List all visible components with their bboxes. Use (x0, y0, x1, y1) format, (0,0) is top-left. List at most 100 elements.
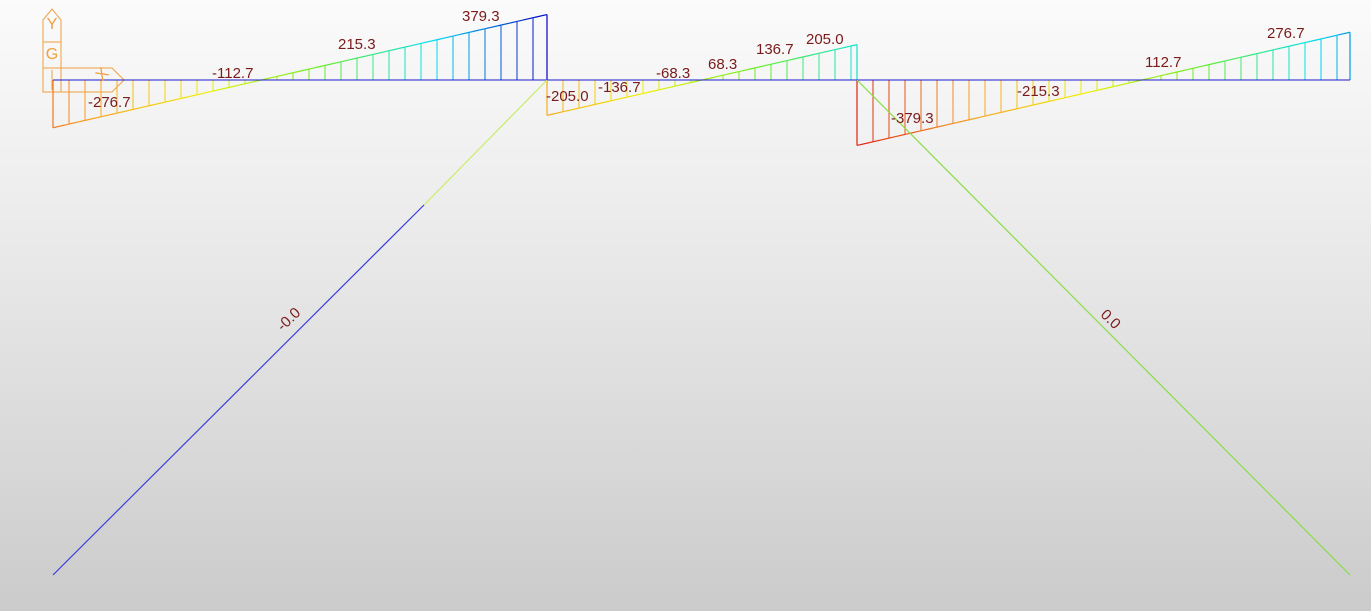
diagram-outline-segment (324, 62, 338, 67)
diagram-outline-segment (1103, 85, 1116, 90)
diagram-outline-segment (570, 107, 579, 111)
diagram-outline-segment (893, 133, 907, 138)
diagram-outline-segment (1115, 82, 1129, 87)
diagram-outline-segment (509, 19, 523, 24)
structure-members (52, 79, 1351, 576)
diagram-outline (52, 13, 1351, 147)
axis-y-arrow (42, 8, 62, 93)
diagram-outline-segment (485, 25, 498, 30)
diagram-outline-segment (52, 124, 66, 129)
diagram-outline-segment (1017, 105, 1030, 110)
diagram-outline-segment (663, 86, 672, 90)
diagram-outline-segment (810, 52, 819, 56)
diagram-outline-segment (1078, 91, 1092, 96)
diagram-outline-segment (577, 105, 586, 109)
diagram-outline-segment (725, 72, 734, 76)
diagram-outline-segment (497, 22, 511, 27)
diagram-outline-segment (955, 119, 969, 124)
diagram-outline-segment (65, 121, 78, 126)
diagram-outline-segment (593, 102, 602, 106)
diagram-outline-segment (1226, 57, 1240, 62)
diagram-outline-segment (647, 90, 656, 93)
diagram-outline-segment (448, 33, 461, 38)
diagram-outline-segment (639, 91, 648, 95)
diagram-outline-segment (534, 13, 548, 18)
diagram-outline-segment (139, 104, 152, 109)
diagram-outline-segment (740, 68, 749, 72)
diagram-outline-segment (771, 61, 780, 65)
diagram-outline-segment (114, 110, 128, 115)
diagram-outline-segment (802, 54, 811, 58)
diagram-outline-segment (1029, 102, 1043, 107)
diagram-outline-segment (869, 139, 882, 144)
diagram-outline-segment (1251, 51, 1264, 56)
diagram-outline-segment (1325, 34, 1338, 39)
diagram-outline-segment (906, 130, 919, 135)
diagram-outline-segment (585, 104, 594, 108)
diagram-outline-segment (632, 93, 641, 97)
diagram-outline-segment (787, 58, 796, 62)
diagram-outline-segment (943, 122, 956, 127)
diagram-outline-segment (546, 113, 555, 116)
diagram-outline-segment (411, 42, 424, 47)
diagram-outline-segment (312, 64, 325, 69)
diagram-outline-segment (1238, 54, 1252, 59)
diagram-outline-segment (213, 87, 227, 92)
diagram-outline-segment (238, 81, 251, 86)
diagram-outline-segment (1128, 79, 1141, 84)
diagram-outline-segment (678, 82, 687, 86)
left-column-lower (52, 204, 425, 576)
diagram-outline-segment (841, 45, 850, 49)
diagram-outline-segment (833, 47, 842, 51)
diagram-outline-segment (601, 100, 610, 104)
diagram-outline-segment (918, 127, 932, 132)
diagram-outline-segment (967, 116, 981, 121)
diagram-outline-segment (1300, 40, 1314, 45)
diagram-outline-segment (386, 47, 399, 52)
diagram-outline-segment (275, 73, 288, 78)
diagram-outline-segment (717, 74, 726, 78)
diagram-outline-segment (77, 118, 91, 123)
diagram-outline-segment (608, 98, 617, 102)
diagram-outline-segment (1054, 96, 1067, 101)
diagram-outline-segment (616, 97, 625, 101)
diagram-outline-segment (818, 51, 827, 55)
diagram-outline-segment (1091, 88, 1104, 93)
diagram-outline-segment (1164, 71, 1178, 76)
diagram-outline-segment (1337, 31, 1351, 36)
diagram-outline-segment (992, 110, 1006, 115)
diagram-outline-segment (686, 81, 695, 85)
diagram-outline-segment (522, 16, 535, 21)
diagram-outline-segment (930, 125, 944, 130)
diagram-outline-segment (287, 70, 301, 75)
diagram-outline-segment (349, 56, 362, 61)
left-column-upper (423, 79, 548, 206)
diagram-outline-segment (1288, 42, 1301, 47)
diagram-outline-segment (849, 44, 858, 47)
diagram-outline-segment (373, 50, 387, 55)
diagram-outline-segment (763, 63, 772, 67)
diagram-outline-segment (856, 142, 870, 147)
diagram-outline-segment (398, 45, 412, 50)
diagram-outline-segment (709, 75, 718, 79)
diagram-outline-segment (176, 96, 189, 101)
diagram-outline-segment (756, 65, 765, 69)
diagram-outline-segment (732, 70, 741, 74)
diagram-outline-segment (262, 76, 276, 81)
diagram-outline-segment (225, 84, 239, 89)
diagram-outline-segment (472, 28, 486, 33)
diagram-outline-segment (423, 39, 436, 44)
diagram-outline-segment (1189, 65, 1203, 70)
diagram-outline-segment (1041, 99, 1055, 104)
diagram-outline-segment (151, 101, 165, 106)
diagram-outline-segment (794, 56, 803, 60)
diagram-outline-segment (336, 59, 350, 64)
diagram-outline-segment (299, 67, 313, 72)
diagram-outline-segment (460, 30, 474, 35)
diagram-outline-segment (670, 84, 679, 88)
diagram-outline-segment (188, 93, 202, 98)
diagram-outline-segment (126, 107, 140, 112)
diagram-outline-segment (1263, 48, 1277, 53)
